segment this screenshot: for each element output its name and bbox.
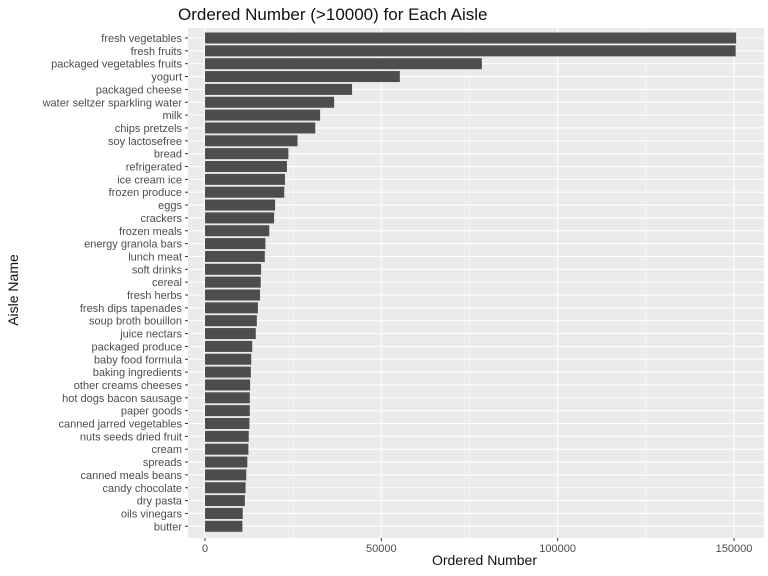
y-tick-label: butter bbox=[154, 521, 182, 533]
y-tick-label: paper goods bbox=[121, 406, 183, 418]
bar bbox=[205, 225, 270, 237]
bar bbox=[205, 328, 256, 340]
bars-group bbox=[205, 32, 737, 532]
chart-title: Ordered Number (>10000) for Each Aisle bbox=[178, 5, 488, 24]
y-tick-label: hot dogs bacon sausage bbox=[62, 393, 182, 405]
bar bbox=[205, 276, 261, 288]
x-axis-ticks: 0 50000 100000 150000 bbox=[202, 538, 752, 555]
y-tick-label: candy chocolate bbox=[103, 483, 183, 495]
y-tick-label: chips pretzels bbox=[115, 123, 183, 135]
y-tick-label: yogurt bbox=[151, 72, 182, 84]
bar bbox=[205, 263, 262, 275]
y-tick-label: lunch meat bbox=[128, 251, 182, 263]
y-tick-label: cereal bbox=[152, 277, 182, 289]
bar bbox=[205, 430, 249, 442]
y-tick-label: soft drinks bbox=[132, 264, 183, 276]
y-tick-label: refrigerated bbox=[126, 162, 182, 174]
bar bbox=[205, 186, 285, 198]
bar bbox=[205, 289, 261, 301]
x-tick-label: 100000 bbox=[539, 543, 576, 555]
bar bbox=[205, 418, 250, 429]
y-axis-label: Aisle Name bbox=[5, 254, 21, 326]
bar bbox=[205, 32, 737, 44]
x-tick-label: 50000 bbox=[366, 543, 397, 555]
y-tick-label: nuts seeds dried fruit bbox=[80, 431, 182, 443]
bar bbox=[205, 250, 265, 262]
y-tick-label: baking ingredients bbox=[93, 367, 183, 379]
bar bbox=[205, 212, 275, 224]
y-tick-label: canned meals beans bbox=[80, 470, 182, 482]
y-tick-label: frozen produce bbox=[109, 187, 182, 199]
bar bbox=[205, 405, 250, 417]
bar bbox=[205, 482, 246, 494]
y-tick-label: packaged produce bbox=[91, 341, 182, 353]
bar bbox=[205, 315, 257, 327]
bar bbox=[205, 238, 266, 250]
bar bbox=[205, 302, 258, 314]
y-tick-label: crackers bbox=[140, 213, 182, 225]
y-tick-label: eggs bbox=[158, 200, 182, 212]
bar bbox=[205, 109, 321, 121]
y-tick-label: fresh herbs bbox=[127, 290, 183, 302]
bar bbox=[205, 83, 353, 95]
bar bbox=[205, 148, 289, 160]
x-tick-label: 0 bbox=[202, 543, 208, 555]
bar bbox=[205, 199, 276, 211]
y-tick-label: juice nectars bbox=[119, 329, 182, 341]
bar bbox=[205, 135, 298, 147]
bar bbox=[205, 45, 736, 57]
bar bbox=[205, 122, 316, 134]
y-tick-label: fresh fruits bbox=[131, 46, 183, 58]
y-tick-label: frozen meals bbox=[119, 226, 182, 238]
bar bbox=[205, 495, 245, 507]
bar bbox=[205, 340, 253, 352]
y-tick-label: canned jarred vegetables bbox=[58, 419, 182, 431]
y-tick-label: bread bbox=[154, 149, 182, 161]
y-tick-label: other creams cheeses bbox=[74, 380, 183, 392]
y-tick-label: fresh dips tapenades bbox=[80, 303, 183, 315]
bar bbox=[205, 507, 243, 519]
bar bbox=[205, 353, 252, 365]
y-tick-label: energy granola bars bbox=[84, 239, 182, 251]
y-tick-label: soup broth bouillon bbox=[89, 316, 182, 328]
y-tick-label: dry pasta bbox=[137, 496, 183, 508]
bar bbox=[205, 456, 248, 468]
y-tick-label: baby food formula bbox=[94, 354, 183, 366]
y-tick-label: oils vinegars bbox=[121, 508, 183, 520]
bar bbox=[205, 520, 243, 532]
bar bbox=[205, 71, 400, 83]
y-tick-label: packaged cheese bbox=[96, 84, 182, 96]
y-tick-label: fresh vegetables bbox=[101, 33, 182, 45]
bar bbox=[205, 58, 482, 70]
y-tick-label: water seltzer sparkling water bbox=[42, 97, 183, 109]
y-tick-label: soy lactosefree bbox=[108, 136, 182, 148]
bar bbox=[205, 392, 250, 404]
bar bbox=[205, 379, 251, 391]
bar bbox=[205, 366, 251, 378]
bar bbox=[205, 161, 287, 172]
bar bbox=[205, 469, 247, 481]
x-axis-label: Ordered Number bbox=[431, 552, 538, 568]
bar bbox=[205, 96, 335, 108]
y-tick-label: ice cream ice bbox=[117, 174, 182, 186]
y-tick-label: spreads bbox=[143, 457, 183, 469]
bar bbox=[205, 173, 285, 185]
y-tick-label: cream bbox=[151, 444, 182, 456]
bar bbox=[205, 443, 249, 455]
y-tick-label: packaged vegetables fruits bbox=[51, 59, 182, 71]
x-tick-label: 150000 bbox=[716, 543, 753, 555]
y-tick-label: milk bbox=[162, 110, 182, 122]
